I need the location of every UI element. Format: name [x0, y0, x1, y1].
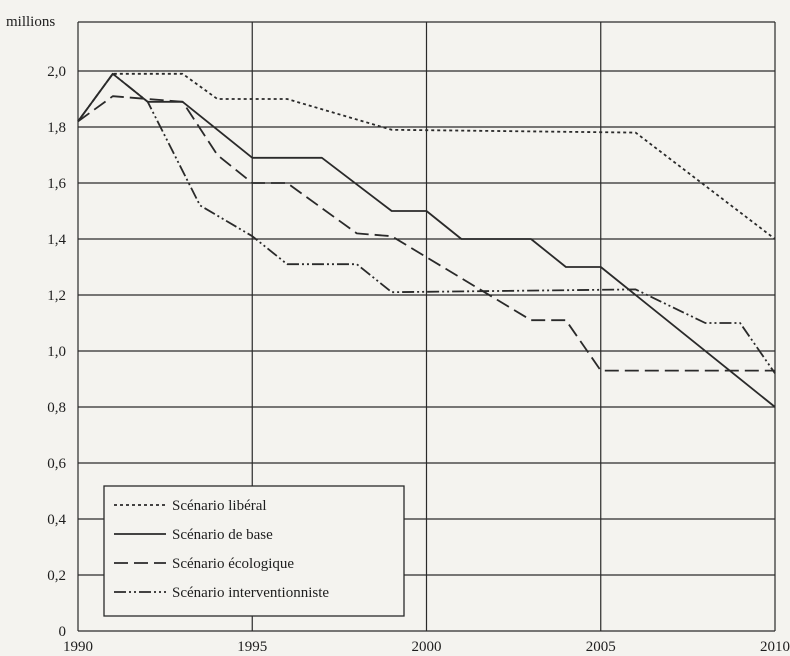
y-tick-label: 2,0 — [47, 64, 66, 80]
series-line-3 — [77, 72, 776, 374]
legend-label: Scénario interventionniste — [172, 585, 329, 601]
y-axis-label: millions — [6, 14, 55, 30]
legend-label: Scénario écologique — [172, 556, 294, 572]
y-tick-label: 0,2 — [47, 568, 66, 584]
legend-label: Scénario libéral — [172, 498, 267, 514]
legend-box — [103, 485, 405, 617]
legend: Scénario libéral Scénario de base Scénario… — [103, 485, 405, 617]
series-line-2 — [77, 95, 775, 372]
x-tick-label: 1990 — [63, 639, 93, 655]
x-tick-label: 2005 — [586, 639, 616, 655]
series-line-0 — [77, 72, 776, 240]
y-tick-label: 1,2 — [47, 288, 66, 304]
y-tick-label: 1,0 — [47, 344, 66, 360]
y-tick-label: 1,6 — [47, 176, 66, 192]
y-tick-label: 0,6 — [47, 456, 66, 472]
y-tick-label: 1,8 — [47, 120, 66, 136]
y-tick-label: 0 — [59, 624, 67, 640]
y-tick-label: 0,4 — [47, 512, 66, 528]
y-tick-label: 0,8 — [47, 400, 66, 416]
legend-label: Scénario de base — [172, 527, 273, 543]
axes: 0 0,2 0,4 0,6 0,8 1,0 1,2 1,4 1,6 1,8 2,0 1990 1995 2… — [47, 64, 790, 655]
y-tick-label: 1,4 — [47, 232, 66, 248]
x-tick-label: 1995 — [237, 639, 267, 655]
x-tick-label: 2000 — [412, 639, 442, 655]
x-tick-label: 2010 — [760, 639, 790, 655]
series-lines — [77, 72, 776, 408]
